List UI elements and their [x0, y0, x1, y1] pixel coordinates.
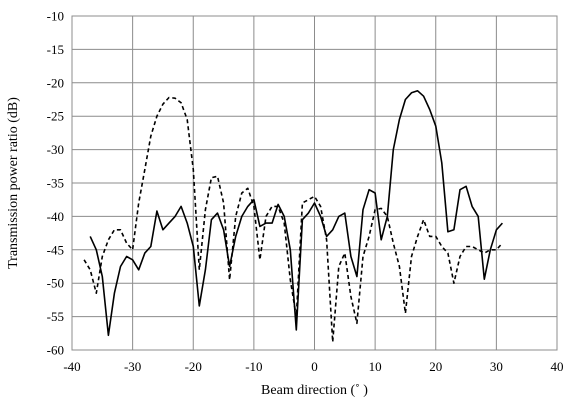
plot-frame — [71, 15, 558, 351]
y-axis-title: Transmission power ratio (dB) — [6, 97, 21, 269]
y-tick-label: -25 — [47, 109, 64, 124]
x-tick-label: -40 — [63, 359, 80, 374]
x-tick-label: -10 — [245, 359, 262, 374]
x-tick-label: 30 — [490, 359, 503, 374]
series-line-solid — [89, 90, 503, 337]
y-tick-label: -50 — [47, 276, 64, 291]
series-layer — [83, 90, 503, 343]
y-tick-label: -45 — [47, 242, 64, 257]
x-tick-label: 10 — [369, 359, 382, 374]
x-tick-label: 40 — [551, 359, 564, 374]
y-tick-label: -60 — [47, 343, 64, 358]
x-tick-label: -20 — [185, 359, 202, 374]
y-tick-label: -20 — [47, 75, 64, 90]
x-axis-title: Beam direction (˚ ) — [261, 383, 368, 398]
y-tick-label: -10 — [47, 9, 64, 24]
y-tick-labels: -10 -15 -20 -25 -30 -35 -40 -45 -50 -55 -60 — [47, 9, 64, 358]
grid-lines — [71, 15, 558, 351]
x-tick-label: 20 — [429, 359, 442, 374]
y-tick-label: -35 — [47, 176, 64, 191]
x-tick-labels: -40 -30 -20 -10 0 10 20 30 40 — [63, 359, 563, 374]
x-tick-label: 0 — [311, 359, 318, 374]
y-tick-label: -40 — [47, 209, 64, 224]
y-tick-label: -30 — [47, 142, 64, 157]
y-tick-label: -15 — [47, 42, 64, 57]
x-tick-label: -30 — [124, 359, 141, 374]
y-tick-label: -55 — [47, 309, 64, 324]
